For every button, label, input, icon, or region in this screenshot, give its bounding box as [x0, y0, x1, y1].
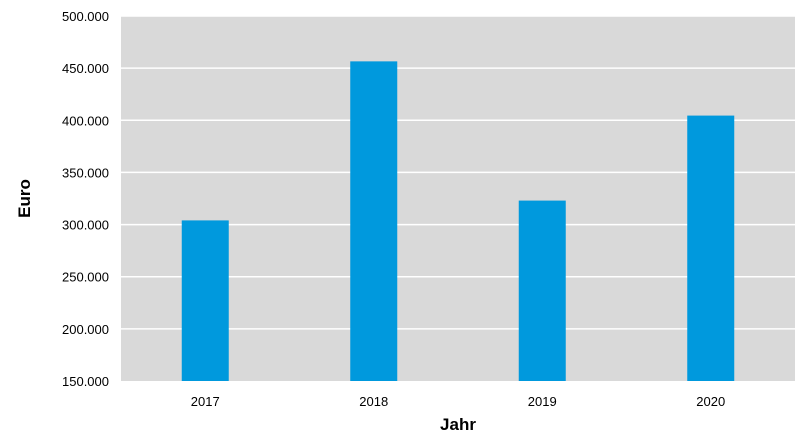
- y-tick-label: 250.000: [62, 270, 109, 285]
- bar-2019: [518, 200, 566, 381]
- y-tick-label: 400.000: [62, 113, 109, 128]
- x-axis-title: Jahr: [440, 415, 476, 434]
- x-tick-label: 2018: [359, 394, 388, 409]
- y-tick-label: 200.000: [62, 322, 109, 337]
- bar-2018: [350, 61, 398, 381]
- bars: [181, 61, 735, 381]
- x-tick-label: 2020: [696, 394, 725, 409]
- y-tick-label: 300.000: [62, 218, 109, 233]
- gridlines: [121, 15, 795, 330]
- y-tick-label: 450.000: [62, 61, 109, 76]
- plot-area: [121, 16, 795, 381]
- y-axis-title: Euro: [15, 179, 34, 218]
- bar-2017: [181, 220, 229, 381]
- x-tick-label: 2017: [191, 394, 220, 409]
- bar-2020: [687, 115, 735, 381]
- x-tick-label: 2019: [528, 394, 557, 409]
- y-tick-label: 350.000: [62, 165, 109, 180]
- y-tick-label: 150.000: [62, 374, 109, 389]
- y-axis-ticks: 150.000 200.000 250.000 300.000 350.000 400.0…: [62, 9, 109, 389]
- x-axis-ticks: 2017 2018 2019 2020: [191, 394, 725, 409]
- y-tick-label: 500.000: [62, 9, 109, 24]
